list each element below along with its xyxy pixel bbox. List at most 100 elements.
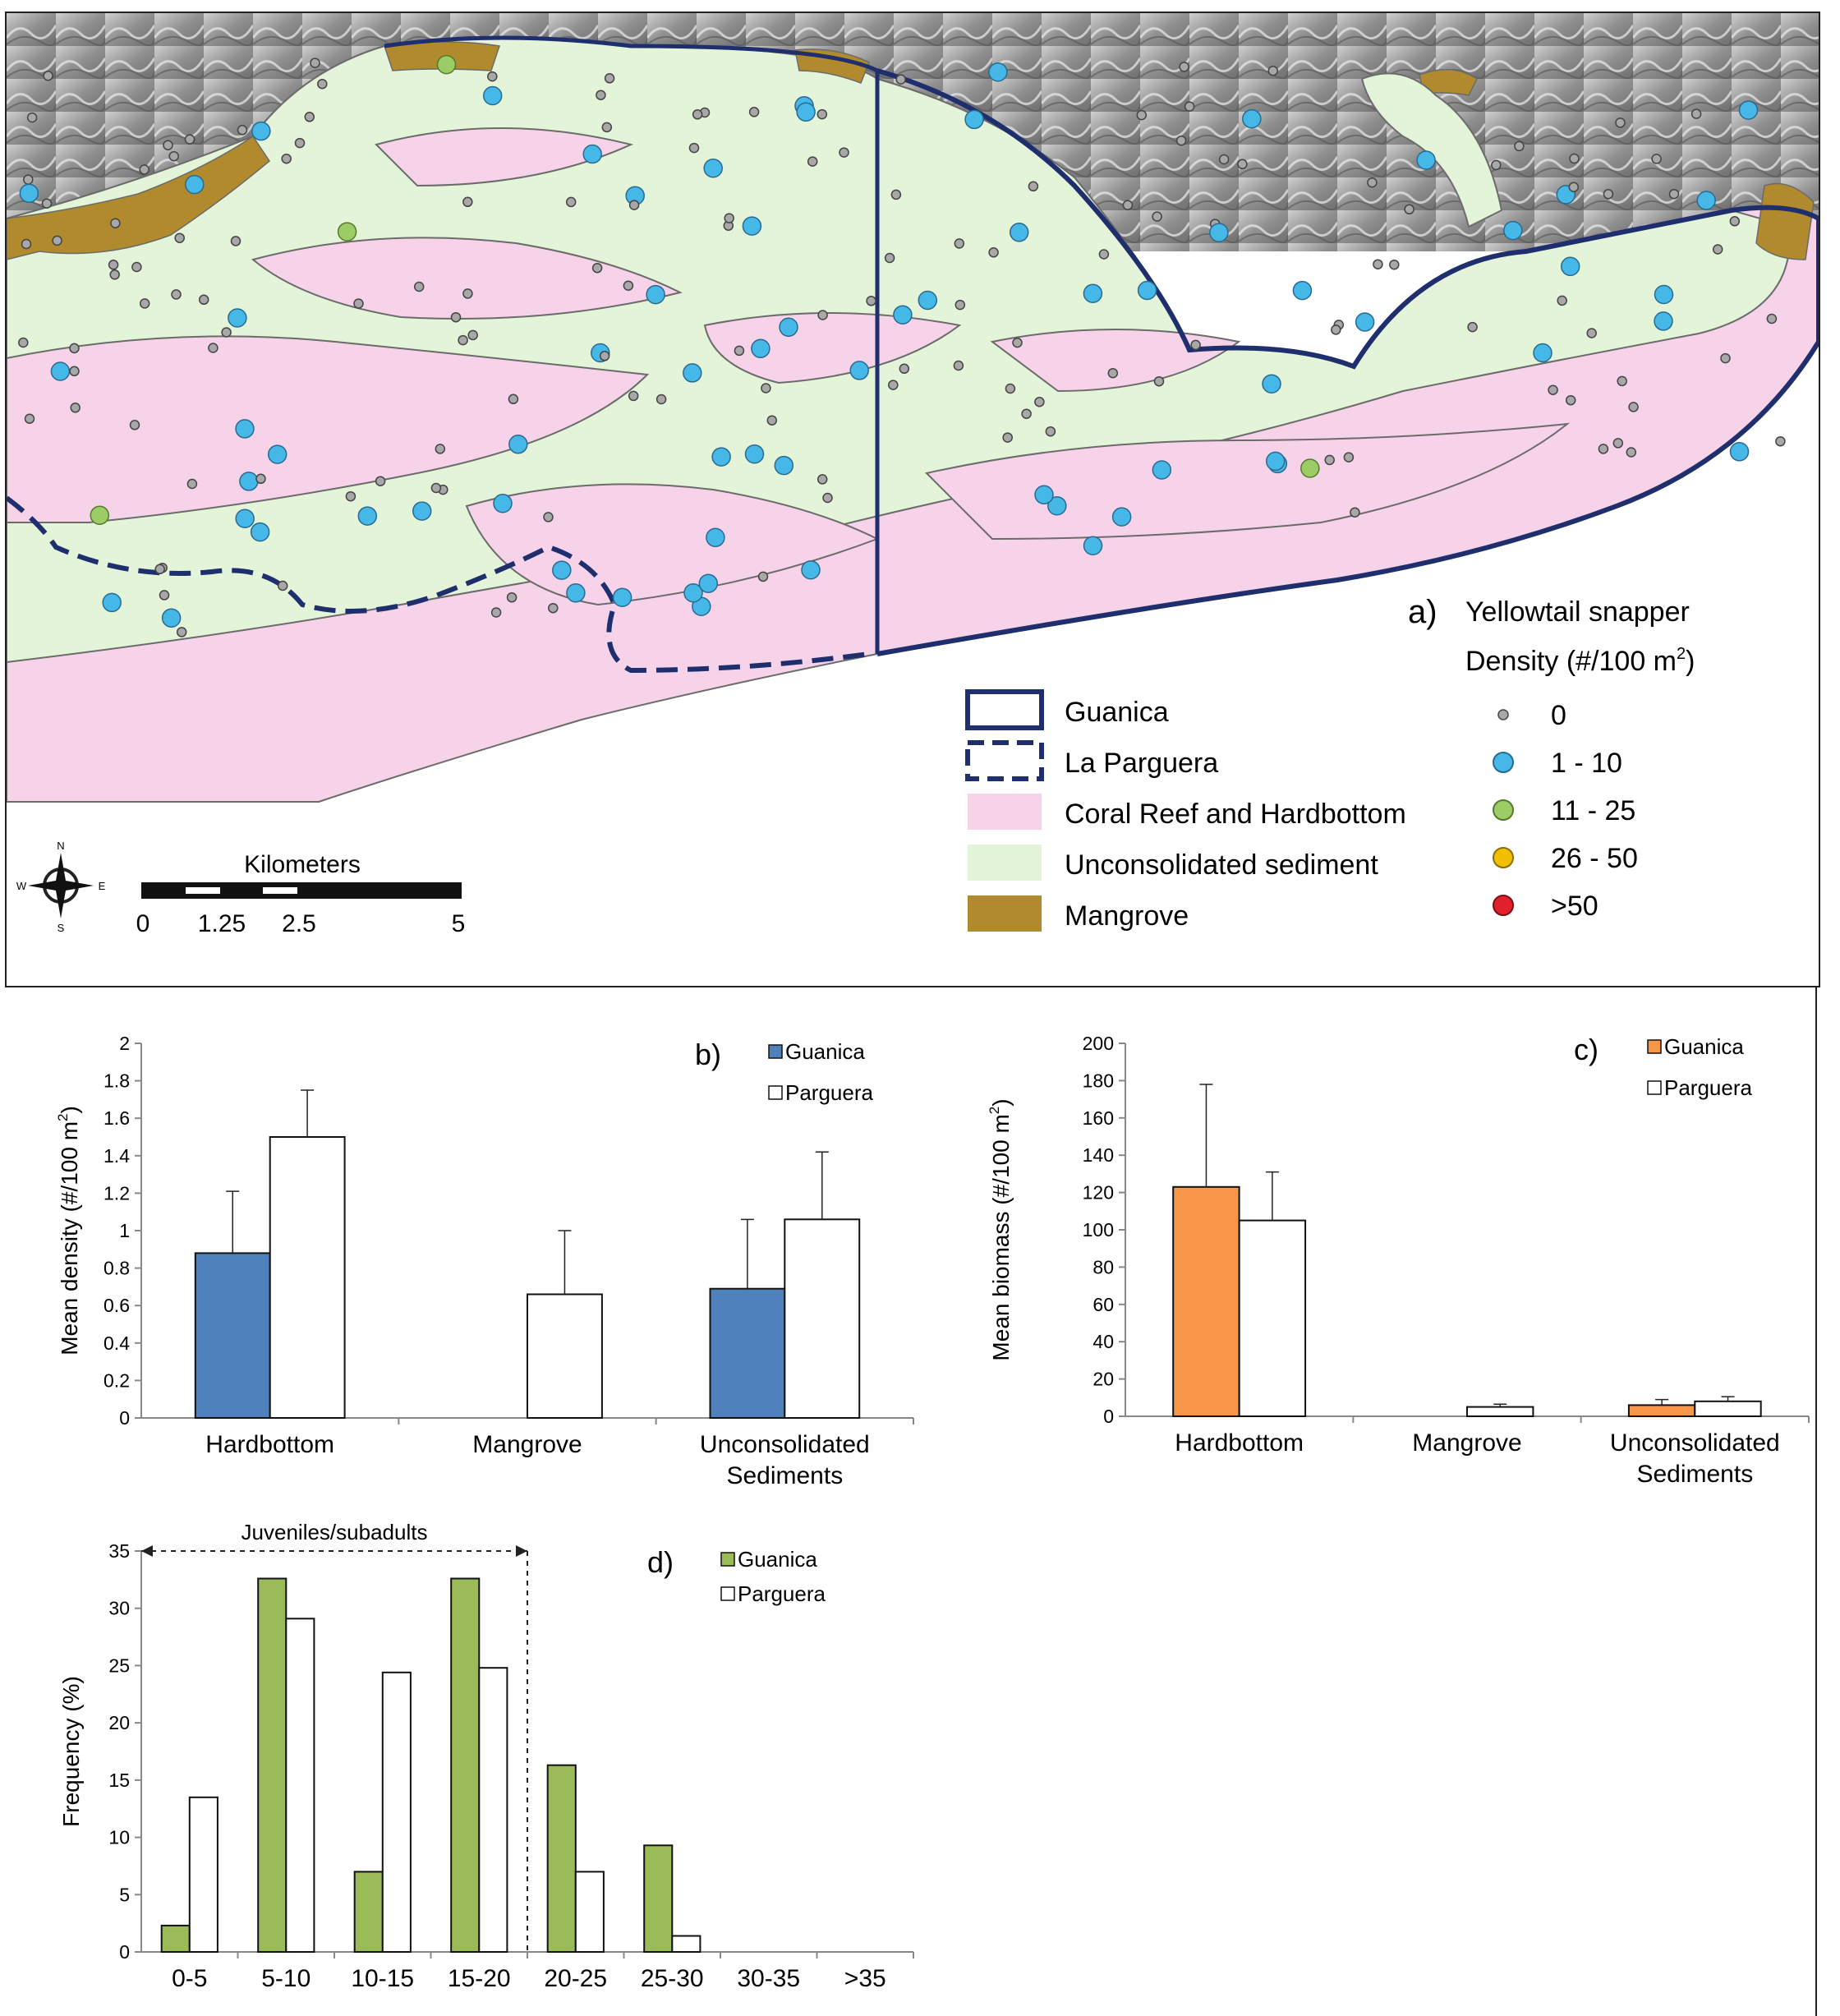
survey-point bbox=[1300, 458, 1320, 478]
survey-point bbox=[1738, 100, 1759, 120]
survey-point bbox=[110, 218, 121, 228]
survey-point bbox=[1729, 442, 1750, 462]
x-category-label: 20-25 bbox=[544, 1965, 607, 1992]
survey-point bbox=[954, 299, 966, 311]
survey-point bbox=[237, 125, 248, 136]
survey-point bbox=[1373, 259, 1383, 269]
legend-label-parguera: Parguera bbox=[1664, 1075, 1752, 1100]
compass-n: N bbox=[57, 840, 64, 852]
survey-point bbox=[899, 363, 910, 375]
compass-s: S bbox=[58, 922, 65, 934]
compass-w: W bbox=[16, 880, 27, 892]
survey-point bbox=[744, 444, 765, 464]
x-category-label: Hardbottom bbox=[205, 1431, 334, 1458]
bar-guanica bbox=[1172, 1185, 1240, 1418]
survey-point bbox=[109, 269, 120, 280]
x-category-label: 30-35 bbox=[737, 1965, 800, 1992]
compass-e: E bbox=[99, 880, 106, 892]
y-tick-label: 25 bbox=[108, 1655, 130, 1676]
survey-point bbox=[458, 334, 468, 346]
x-category-label: Hardbottom bbox=[1175, 1429, 1304, 1457]
survey-point bbox=[345, 490, 356, 502]
survey-point bbox=[601, 122, 613, 133]
habitat-map: Guanica La Parguera Coral Reef and Hardb… bbox=[7, 13, 1819, 937]
survey-point bbox=[683, 363, 702, 383]
survey-point bbox=[711, 447, 731, 467]
survey-point bbox=[129, 420, 140, 430]
bar-parguera bbox=[1238, 1219, 1307, 1417]
survey-point bbox=[450, 311, 462, 323]
survey-point bbox=[102, 592, 122, 613]
y-tick-label: 1 bbox=[119, 1220, 130, 1241]
survey-point bbox=[748, 107, 760, 117]
survey-point bbox=[317, 78, 328, 90]
survey-point bbox=[953, 360, 964, 371]
survey-point bbox=[277, 580, 288, 591]
map-legend: Guanica La Parguera Coral Reef and Hardb… bbox=[965, 689, 1406, 932]
x-category-label: Sediments bbox=[1636, 1461, 1753, 1488]
y-tick-label: 160 bbox=[1083, 1107, 1114, 1129]
x-category-label: Unconsolidated bbox=[700, 1431, 870, 1458]
y-tick-label: 35 bbox=[108, 1540, 130, 1562]
arrow-head-left bbox=[141, 1545, 153, 1557]
reef-patch bbox=[375, 127, 634, 187]
survey-point bbox=[1012, 337, 1023, 348]
survey-point bbox=[1021, 408, 1032, 419]
survey-point bbox=[1367, 177, 1378, 188]
survey-point bbox=[198, 294, 209, 306]
survey-point bbox=[698, 573, 719, 593]
survey-point bbox=[251, 121, 271, 141]
survey-point bbox=[255, 473, 266, 485]
survey-point bbox=[566, 583, 586, 603]
legend-swatch-coral-reef bbox=[968, 794, 1042, 830]
survey-point bbox=[565, 196, 577, 208]
bar-parguera bbox=[285, 1618, 315, 1954]
survey-point bbox=[1766, 313, 1778, 324]
x-category-label: 10-15 bbox=[351, 1965, 414, 1992]
mangrove-area bbox=[7, 135, 270, 260]
survey-point bbox=[90, 505, 110, 525]
compass-arrows bbox=[28, 853, 94, 918]
survey-point bbox=[1331, 324, 1341, 335]
survey-point bbox=[159, 590, 170, 601]
survey-point bbox=[1002, 432, 1013, 443]
survey-point bbox=[1136, 109, 1148, 121]
survey-point bbox=[988, 247, 999, 258]
y-tick-label: 0 bbox=[1103, 1406, 1114, 1427]
survey-point bbox=[1175, 135, 1187, 146]
scale-bar-seg bbox=[186, 887, 220, 894]
survey-point bbox=[1350, 507, 1360, 518]
survey-point bbox=[1034, 396, 1045, 407]
survey-point bbox=[1242, 108, 1262, 129]
panel-letter: d) bbox=[647, 1545, 674, 1579]
survey-point bbox=[184, 134, 196, 145]
survey-point bbox=[1262, 374, 1281, 394]
legend-swatch-sediment bbox=[968, 845, 1042, 881]
map-title: Yellowtail snapper bbox=[1465, 596, 1690, 628]
legend-swatch-mangrove bbox=[968, 895, 1042, 932]
survey-point bbox=[1083, 536, 1103, 555]
x-category-label: 5-10 bbox=[261, 1965, 310, 1992]
survey-point bbox=[294, 137, 306, 149]
survey-point bbox=[1712, 244, 1723, 255]
y-axis-label: Mean density (#/100 m2) bbox=[55, 1106, 82, 1356]
x-category-label: >35 bbox=[844, 1965, 886, 1992]
survey-point bbox=[612, 587, 632, 607]
survey-point bbox=[337, 222, 357, 242]
legend-label-guanica: Guanica bbox=[738, 1547, 817, 1572]
survey-point bbox=[1267, 65, 1279, 76]
scale-title: Kilometers bbox=[244, 851, 361, 878]
bar-parguera bbox=[574, 1871, 605, 1953]
survey-point bbox=[1548, 384, 1558, 395]
survey-point bbox=[436, 54, 457, 75]
legend-swatch-guanica bbox=[720, 1552, 735, 1567]
survey-point bbox=[235, 419, 255, 439]
bar-guanica bbox=[546, 1764, 577, 1954]
survey-point bbox=[816, 474, 828, 485]
survey-point bbox=[1565, 394, 1576, 406]
chart-b: 0 0.2 0.4 0.6 0.8 1 1.2 1.4 1.6 1.8 2 Hardbottom Man… bbox=[55, 1033, 914, 1489]
survey-point bbox=[757, 571, 769, 582]
survey-point bbox=[1034, 485, 1054, 505]
reef-patch bbox=[703, 312, 962, 384]
survey-point bbox=[1209, 223, 1229, 242]
